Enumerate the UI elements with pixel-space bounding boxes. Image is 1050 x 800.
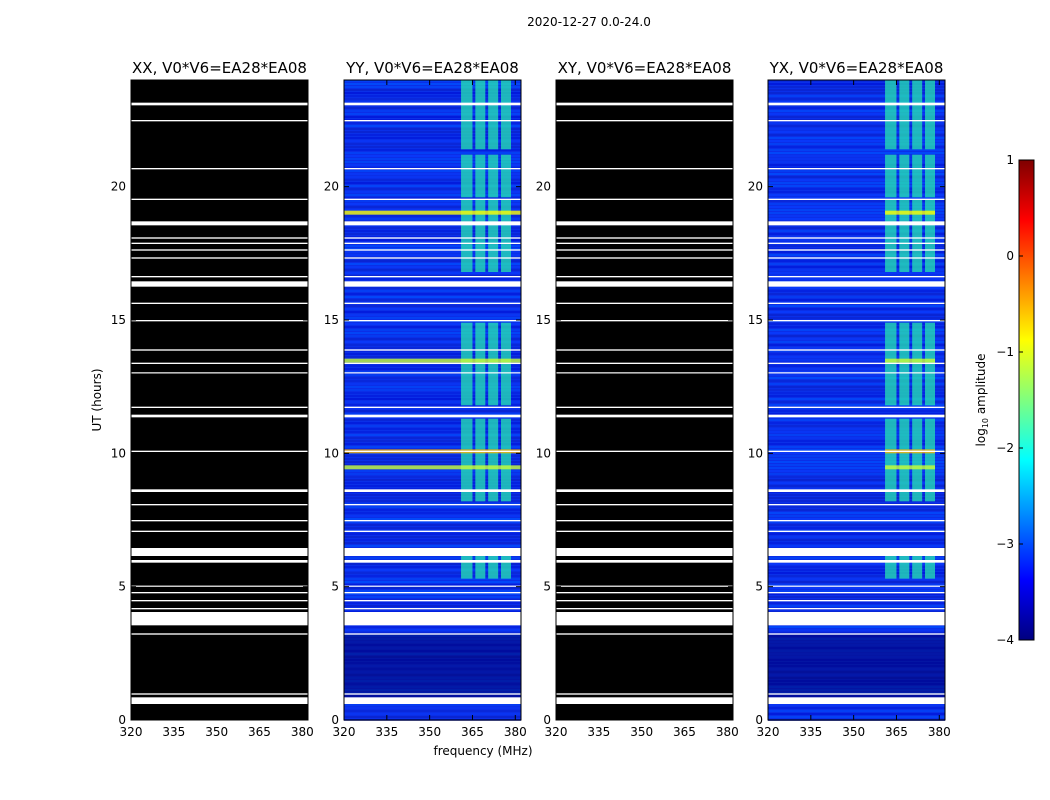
x-tick-label: 380 xyxy=(291,725,314,739)
colorbar-tick-label: −2 xyxy=(996,441,1014,455)
x-tick-label: 380 xyxy=(928,725,951,739)
y-tick-label: 5 xyxy=(755,580,763,594)
y-tick-label: 15 xyxy=(111,313,126,327)
x-tick-label: 320 xyxy=(120,725,143,739)
colorbar-gradient xyxy=(1018,159,1035,641)
x-tick-label: 365 xyxy=(673,725,696,739)
x-tick-label: 365 xyxy=(461,725,484,739)
y-tick-label: 15 xyxy=(536,313,551,327)
flag-gaps xyxy=(768,102,945,704)
colorbar-label: log10 amplitude xyxy=(974,354,990,447)
x-tick-label: 335 xyxy=(799,725,822,739)
y-tick-label: 10 xyxy=(536,446,551,460)
panel-xx: XX, V0*V6=EA28*EA08 320 335 350 365 380 0 5 10 15… xyxy=(111,59,314,739)
y-tick-label: 20 xyxy=(748,180,763,194)
y-axis-label: UT (hours) xyxy=(90,368,104,431)
panel-title: YX, V0*V6=EA28*EA08 xyxy=(769,59,944,77)
y-tick-label: 5 xyxy=(331,580,339,594)
y-tick-label: 0 xyxy=(543,713,551,727)
panel-yy: YY, V0*V6=EA28*EA08 320 335 350 365 380 0 5 10 15… xyxy=(324,59,527,739)
colorbar-tick-label: 1 xyxy=(1006,153,1014,167)
y-tick-label: 20 xyxy=(111,180,126,194)
x-tick-label: 335 xyxy=(375,725,398,739)
flag-gaps xyxy=(131,102,308,704)
y-tick-label: 10 xyxy=(324,446,339,460)
x-tick-label: 335 xyxy=(587,725,610,739)
y-tick-label: 20 xyxy=(324,180,339,194)
x-tick-label: 365 xyxy=(248,725,271,739)
y-tick-label: 0 xyxy=(755,713,763,727)
x-tick-label: 350 xyxy=(205,725,228,739)
x-tick-label: 320 xyxy=(333,725,356,739)
y-tick-label: 10 xyxy=(111,446,126,460)
colorbar-tick-label: −4 xyxy=(996,633,1014,647)
panel-frame xyxy=(767,79,946,721)
y-tick-label: 5 xyxy=(118,580,126,594)
panel-xy: XY, V0*V6=EA28*EA08 320 335 350 365 380 0 5 10 15… xyxy=(536,59,739,739)
colorbar: 1 0 −1 −2 −3 −4 log10 amplitude xyxy=(974,153,1035,647)
flag-gaps xyxy=(344,102,521,704)
y-tick-label: 15 xyxy=(748,313,763,327)
x-tick-label: 320 xyxy=(545,725,568,739)
colorbar-tick-label: −3 xyxy=(996,537,1014,551)
x-tick-label: 350 xyxy=(842,725,865,739)
x-tick-label: 350 xyxy=(418,725,441,739)
y-tick-label: 5 xyxy=(543,580,551,594)
x-tick-label: 365 xyxy=(885,725,908,739)
colorbar-tick-label: −1 xyxy=(996,345,1014,359)
x-tick-label: 335 xyxy=(162,725,185,739)
y-tick-label: 0 xyxy=(331,713,339,727)
x-tick-label: 380 xyxy=(504,725,527,739)
x-tick-label: 320 xyxy=(757,725,780,739)
panel-frame xyxy=(130,79,309,721)
panel-yx: YX, V0*V6=EA28*EA08 320 335 350 365 380 0 5 10 15… xyxy=(748,59,951,739)
figure-suptitle: 2020-12-27 0.0-24.0 xyxy=(527,15,651,29)
x-tick-label: 350 xyxy=(630,725,653,739)
flag-gaps xyxy=(556,102,733,704)
panel-frame xyxy=(343,79,522,721)
colorbar-tick-label: 0 xyxy=(1006,249,1014,263)
panel-title: YY, V0*V6=EA28*EA08 xyxy=(345,59,519,77)
y-tick-label: 10 xyxy=(748,446,763,460)
x-tick-label: 380 xyxy=(716,725,739,739)
panel-frame xyxy=(555,79,734,721)
y-tick-label: 0 xyxy=(118,713,126,727)
panel-title: XX, V0*V6=EA28*EA08 xyxy=(132,59,307,77)
y-tick-label: 20 xyxy=(536,180,551,194)
y-tick-label: 15 xyxy=(324,313,339,327)
x-axis-label: frequency (MHz) xyxy=(433,744,532,758)
panel-title: XY, V0*V6=EA28*EA08 xyxy=(558,59,732,77)
